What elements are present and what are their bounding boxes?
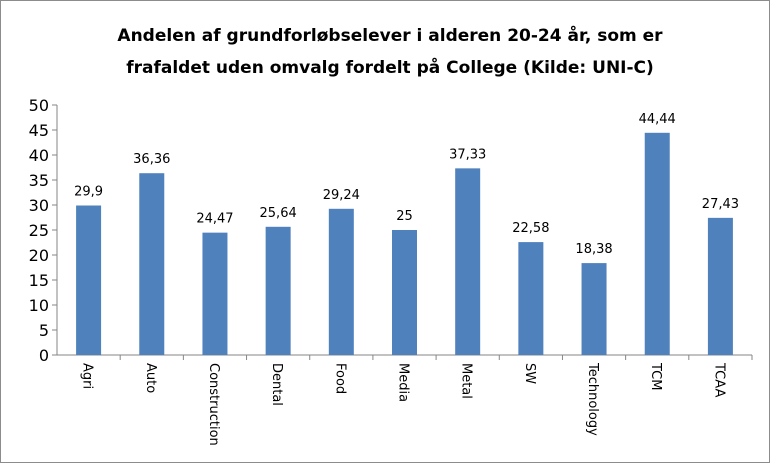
- bar: [76, 205, 102, 355]
- y-tick-label: 10: [29, 296, 49, 315]
- x-tick-label: Construction: [206, 363, 221, 446]
- y-tick-label: 45: [29, 121, 49, 140]
- y-tick-label: 30: [29, 196, 49, 215]
- bar: [202, 232, 228, 355]
- bar: [581, 263, 607, 355]
- data-label: 37,33: [449, 147, 486, 162]
- data-label: 27,43: [702, 197, 739, 212]
- y-tick-label: 35: [29, 171, 49, 190]
- data-label: 18,38: [575, 242, 612, 257]
- y-tick-label: 50: [29, 96, 49, 115]
- data-label: 24,47: [196, 212, 233, 227]
- y-tick-label: 0: [39, 346, 49, 365]
- bar: [707, 217, 733, 355]
- x-tick-label: TCM: [648, 362, 663, 390]
- bar: [392, 230, 417, 355]
- data-label: 36,36: [133, 152, 170, 167]
- x-tick-label: Dental: [269, 363, 284, 406]
- x-tick-label: Technology: [585, 362, 600, 436]
- y-tick-label: 25: [29, 221, 49, 240]
- x-tick-label: Metal: [459, 363, 474, 399]
- y-tick-label: 15: [29, 271, 49, 290]
- bar: [518, 242, 544, 355]
- data-label: 25,64: [260, 206, 297, 221]
- data-label: 25: [396, 209, 413, 224]
- bar: [265, 226, 291, 355]
- x-tick-label: TCAA: [711, 362, 726, 398]
- x-tick-label: Media: [396, 363, 411, 402]
- x-tick-label: SW: [522, 363, 537, 384]
- bar: [139, 173, 165, 355]
- data-label: 29,9: [74, 185, 103, 200]
- data-label: 22,58: [512, 221, 549, 236]
- chart-title: Andelen af grundforløbselever i alderen …: [117, 26, 663, 78]
- y-tick-label: 5: [39, 321, 49, 340]
- data-label: 29,24: [323, 188, 360, 203]
- bar: [455, 168, 481, 355]
- y-tick-label: 40: [29, 146, 49, 165]
- x-tick-label: Agri: [80, 363, 95, 389]
- data-label: 44,44: [639, 112, 676, 127]
- x-tick-label: Auto: [143, 363, 158, 393]
- bar: [328, 208, 354, 355]
- x-tick-label: Food: [332, 363, 347, 394]
- y-tick-label: 20: [29, 246, 49, 265]
- bar: [644, 132, 670, 355]
